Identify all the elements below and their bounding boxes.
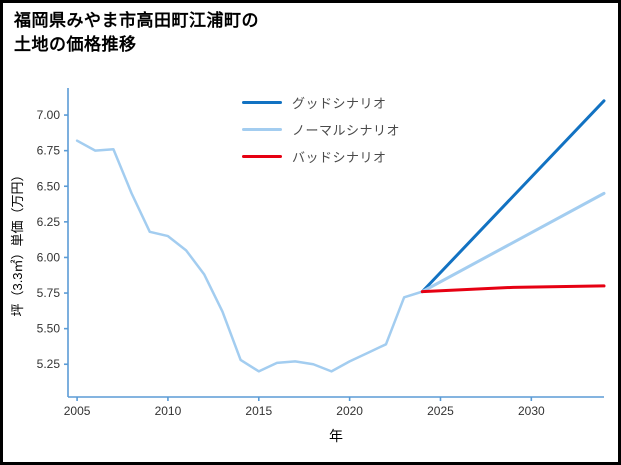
page-title-line-2: 土地の価格推移 — [14, 35, 137, 54]
svg-text:2020: 2020 — [336, 404, 363, 418]
svg-text:2030: 2030 — [518, 404, 545, 418]
legend-item-good: グッドシナリオ — [242, 93, 400, 112]
legend-swatch — [242, 101, 282, 104]
chart-svg: 5.25 5.50 5.75 6.00 6.25 6.50 6.75 7.00 2005 2010… — [10, 88, 606, 444]
svg-text:2015: 2015 — [245, 404, 272, 418]
legend-swatch — [242, 155, 282, 158]
legend-label: グッドシナリオ — [292, 96, 387, 111]
svg-text:6.50: 6.50 — [37, 179, 61, 193]
svg-text:2025: 2025 — [427, 404, 454, 418]
legend-item-normal: ノーマルシナリオ — [242, 120, 400, 139]
svg-text:5.25: 5.25 — [37, 357, 61, 371]
page-title: 福岡県みやま市高田町江浦町の 土地の価格推移 — [14, 9, 259, 57]
svg-text:5.50: 5.50 — [37, 322, 61, 336]
legend-label: バッドシナリオ — [292, 150, 387, 165]
svg-text:2005: 2005 — [64, 404, 91, 418]
svg-text:2010: 2010 — [155, 404, 182, 418]
svg-text:6.75: 6.75 — [37, 144, 61, 158]
legend-swatch — [242, 128, 282, 131]
svg-text:坪（3.3㎡）単価（万円）: 坪（3.3㎡）単価（万円） — [10, 168, 25, 316]
page-title-line-1: 福岡県みやま市高田町江浦町の — [14, 11, 259, 30]
legend-item-bad: バッドシナリオ — [242, 147, 400, 166]
svg-text:6.00: 6.00 — [37, 250, 61, 264]
legend-label: ノーマルシナリオ — [292, 123, 401, 138]
chart-legend: グッドシナリオ ノーマルシナリオ バッドシナリオ — [242, 93, 400, 166]
svg-text:7.00: 7.00 — [37, 108, 61, 122]
svg-text:6.25: 6.25 — [37, 215, 61, 229]
svg-text:5.75: 5.75 — [37, 286, 61, 300]
svg-text:年: 年 — [329, 428, 343, 444]
